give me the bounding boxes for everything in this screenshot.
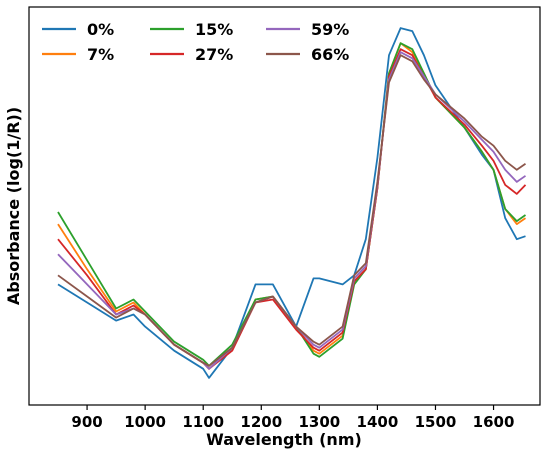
plot-frame — [28, 6, 541, 406]
series-line-2 — [57, 42, 527, 367]
x-tick-label: 1200 — [240, 413, 282, 431]
x-tick-label: 1600 — [473, 413, 515, 431]
y-axis-label: Absorbance (log(1/R)) — [4, 107, 23, 305]
series-line-5 — [57, 54, 527, 367]
legend: 0% 7% 15% 27% 59% 66% — [42, 20, 349, 64]
legend-label: 15% — [195, 20, 233, 39]
x-tick-label: 900 — [71, 413, 102, 431]
legend-label: 66% — [311, 45, 349, 64]
x-axis-ticks: 900 1000 1100 1200 1300 1400 1500 1600 — [71, 405, 514, 431]
x-tick-label: 1100 — [182, 413, 224, 431]
x-tick-label: 1000 — [124, 413, 166, 431]
x-tick-label: 1300 — [298, 413, 340, 431]
legend-label: 27% — [195, 45, 233, 64]
series-layer — [57, 27, 527, 379]
x-axis-label: Wavelength (nm) — [206, 430, 362, 449]
x-tick-label: 1400 — [357, 413, 399, 431]
legend-label: 7% — [87, 45, 114, 64]
x-tick-label: 1500 — [415, 413, 457, 431]
legend-label: 0% — [87, 20, 114, 39]
legend-label: 59% — [311, 20, 349, 39]
